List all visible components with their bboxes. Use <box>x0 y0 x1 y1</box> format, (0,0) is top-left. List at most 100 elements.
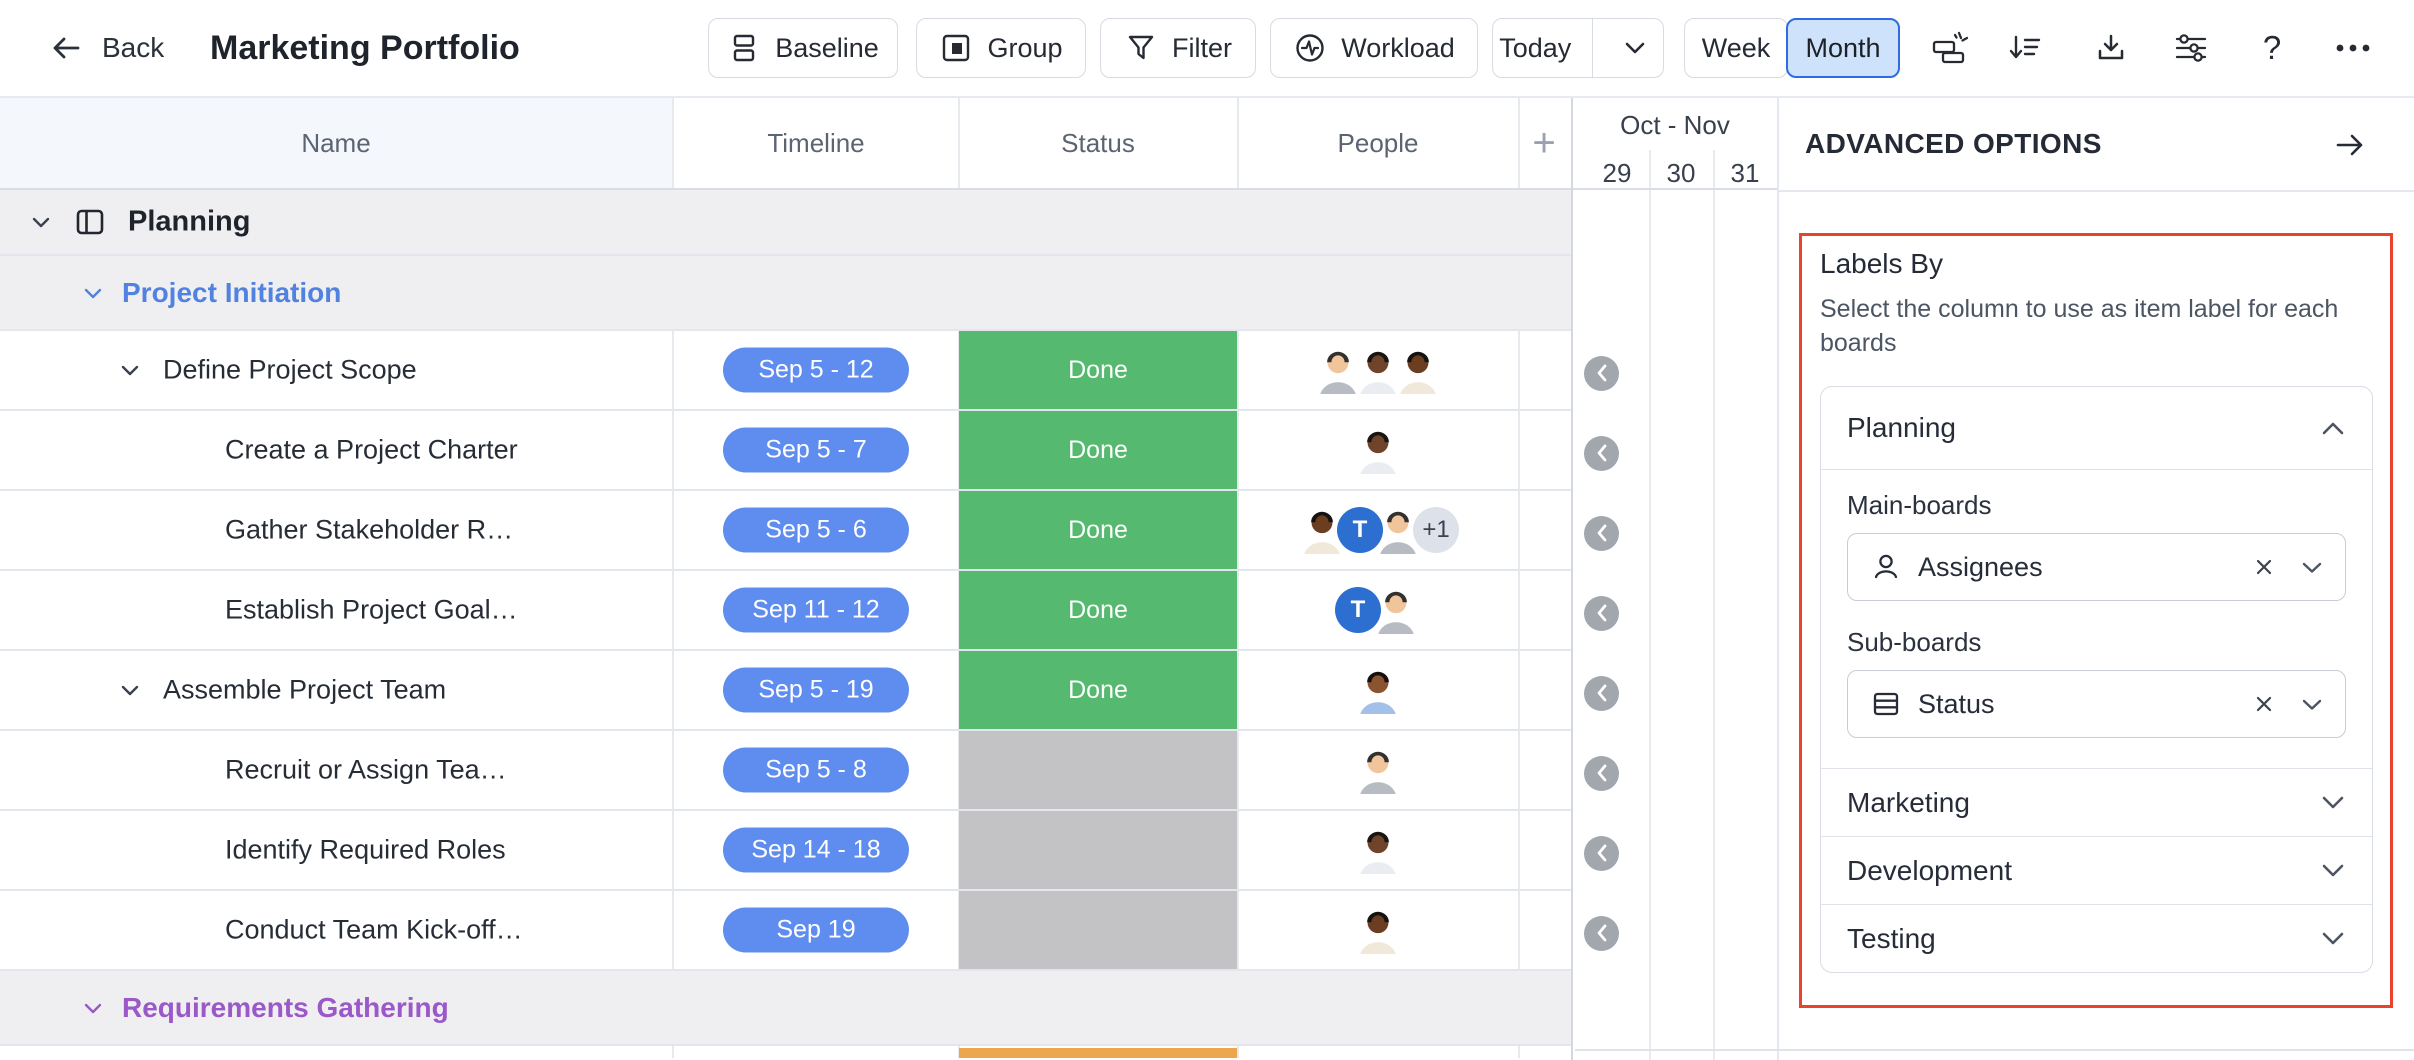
collapse-chevron-icon[interactable] <box>82 1001 104 1015</box>
group-row[interactable]: Project Initiation <box>0 256 1571 331</box>
scroll-to-bar-button[interactable] <box>1584 595 1619 631</box>
task-row[interactable]: Sep 14 - 18 Identify Required Roles <box>0 811 1571 891</box>
people-cell[interactable] <box>1238 811 1518 889</box>
column-header-timeline[interactable]: Timeline <box>767 127 865 158</box>
status-cell[interactable]: Done <box>959 411 1237 489</box>
add-column-button[interactable]: + <box>1532 120 1556 165</box>
column-divider <box>1518 891 1520 969</box>
status-cell[interactable]: Done <box>959 331 1237 409</box>
board-name[interactable]: Planning <box>128 205 251 238</box>
group-row[interactable]: Requirements Gathering <box>0 971 1571 1046</box>
people-cell[interactable] <box>1238 731 1518 809</box>
status-cell[interactable] <box>959 891 1237 969</box>
week-toggle[interactable]: Week <box>1684 18 1788 78</box>
task-name[interactable]: Define Project Scope <box>163 354 417 385</box>
download-icon[interactable] <box>2088 25 2134 71</box>
timeline-pill[interactable]: Sep 11 - 12 <box>723 587 909 633</box>
timeline-pill[interactable]: Sep 5 - 7 <box>723 427 909 473</box>
expand-chevron-icon[interactable] <box>119 363 141 377</box>
status-cell[interactable] <box>959 1048 1237 1058</box>
timeline-pill[interactable]: Sep 5 - 8 <box>723 747 909 793</box>
task-name[interactable]: Create a Project Charter <box>225 434 518 465</box>
board-row[interactable]: Planning <box>0 190 1571 256</box>
scroll-to-bar-button[interactable] <box>1584 915 1619 951</box>
task-row[interactable]: Sep 11 - 12 Done T Establish Project Goal… <box>0 571 1571 651</box>
column-header-people[interactable]: People <box>1337 127 1419 158</box>
column-divider <box>1237 651 1239 729</box>
chevron-up-icon <box>2320 421 2346 436</box>
timeline-pill[interactable]: Sep 5 - 12 <box>723 347 909 393</box>
people-cell[interactable]: T <box>1238 571 1518 649</box>
status-cell[interactable]: Done <box>959 651 1237 729</box>
clear-selection-icon[interactable] <box>2255 558 2273 576</box>
task-row[interactable]: Sep 5 - 19 Done Assemble Project Team <box>0 651 1571 731</box>
clear-selection-icon[interactable] <box>2255 695 2273 713</box>
people-cell[interactable] <box>1238 411 1518 489</box>
settings-sliders-icon[interactable] <box>2168 25 2214 71</box>
chevron-down-icon[interactable] <box>2301 561 2323 574</box>
group-name[interactable]: Project Initiation <box>122 276 342 308</box>
scroll-to-bar-button[interactable] <box>1584 835 1619 871</box>
task-row[interactable]: Sep 5 - 8 Recruit or Assign Tea… <box>0 731 1571 811</box>
compare-layers-icon[interactable] <box>1928 25 1974 71</box>
group-button[interactable]: Group <box>916 18 1086 78</box>
column-divider <box>1237 1046 1239 1058</box>
today-dropdown-chevron[interactable] <box>1607 41 1663 55</box>
task-name[interactable]: Establish Project Goal… <box>225 594 518 625</box>
scroll-to-bar-button[interactable] <box>1584 515 1619 551</box>
column-header-name[interactable]: Name <box>301 127 371 158</box>
timeline-pill[interactable]: Sep 14 - 18 <box>723 827 909 873</box>
column-divider <box>958 651 960 729</box>
accordion-planning[interactable]: Planning <box>1821 387 2372 469</box>
people-cell[interactable] <box>1238 651 1518 729</box>
back-button[interactable]: Back <box>48 0 164 96</box>
chevron-down-icon[interactable] <box>2301 698 2323 711</box>
sub-boards-select[interactable]: Status <box>1847 670 2346 738</box>
help-icon[interactable]: ? <box>2262 29 2282 66</box>
timeline-pill[interactable]: Sep 19 <box>723 907 909 953</box>
task-row[interactable]: Sep 5 - 7 Done Create a Project Charter <box>0 411 1571 491</box>
people-cell[interactable]: T +1 <box>1238 491 1518 569</box>
scroll-to-bar-button[interactable] <box>1584 435 1619 471</box>
task-row[interactable]: Sep 5 - 12 Done Define Project Scope <box>0 331 1571 411</box>
task-name[interactable]: Conduct Team Kick-off… <box>225 914 523 945</box>
collapse-chevron-icon[interactable] <box>82 286 104 300</box>
status-cell[interactable]: Done <box>959 491 1237 569</box>
main-boards-select[interactable]: Assignees <box>1847 533 2346 601</box>
timeline-pill[interactable]: Sep 5 - 6 <box>723 507 909 553</box>
today-label[interactable]: Today <box>1499 32 1572 63</box>
today-button[interactable]: Today <box>1492 18 1664 78</box>
collapse-panel-arrow-icon[interactable] <box>2332 128 2368 162</box>
scroll-to-bar-button[interactable] <box>1584 675 1619 711</box>
scroll-to-bar-button[interactable] <box>1584 355 1619 391</box>
accordion-marketing[interactable]: Marketing <box>1821 768 2372 836</box>
task-row[interactable]: Sep 5 - 6 Done T +1 Gather Stakeholder R… <box>0 491 1571 571</box>
column-header-status[interactable]: Status <box>1061 127 1135 158</box>
month-toggle[interactable]: Month <box>1786 18 1900 78</box>
workload-label: Workload <box>1341 32 1455 63</box>
collapse-chevron-icon[interactable] <box>30 215 52 229</box>
status-cell[interactable] <box>959 731 1237 809</box>
timeline-pill[interactable]: Sep 5 - 19 <box>723 667 909 713</box>
sort-icon[interactable] <box>2002 25 2048 71</box>
column-divider <box>1518 651 1520 729</box>
accordion-testing[interactable]: Testing <box>1821 904 2372 972</box>
task-row[interactable]: Sep 19 Conduct Team Kick-off… <box>0 891 1571 971</box>
filter-button[interactable]: Filter <box>1100 18 1256 78</box>
accordion-development[interactable]: Development <box>1821 836 2372 904</box>
status-cell[interactable]: Done <box>959 571 1237 649</box>
scroll-to-bar-button[interactable] <box>1584 755 1619 791</box>
task-name[interactable]: Identify Required Roles <box>225 834 506 865</box>
status-cell[interactable] <box>959 811 1237 889</box>
task-name[interactable]: Gather Stakeholder R… <box>225 514 514 545</box>
people-cell[interactable] <box>1238 331 1518 409</box>
people-cell[interactable] <box>1238 891 1518 969</box>
more-options-icon[interactable] <box>2330 25 2376 71</box>
partial-row[interactable] <box>0 1046 1571 1058</box>
group-name[interactable]: Requirements Gathering <box>122 991 449 1023</box>
baseline-button[interactable]: Baseline <box>708 18 898 78</box>
expand-chevron-icon[interactable] <box>119 683 141 697</box>
workload-button[interactable]: Workload <box>1270 18 1478 78</box>
task-name[interactable]: Recruit or Assign Tea… <box>225 754 507 785</box>
task-name[interactable]: Assemble Project Team <box>163 674 447 705</box>
